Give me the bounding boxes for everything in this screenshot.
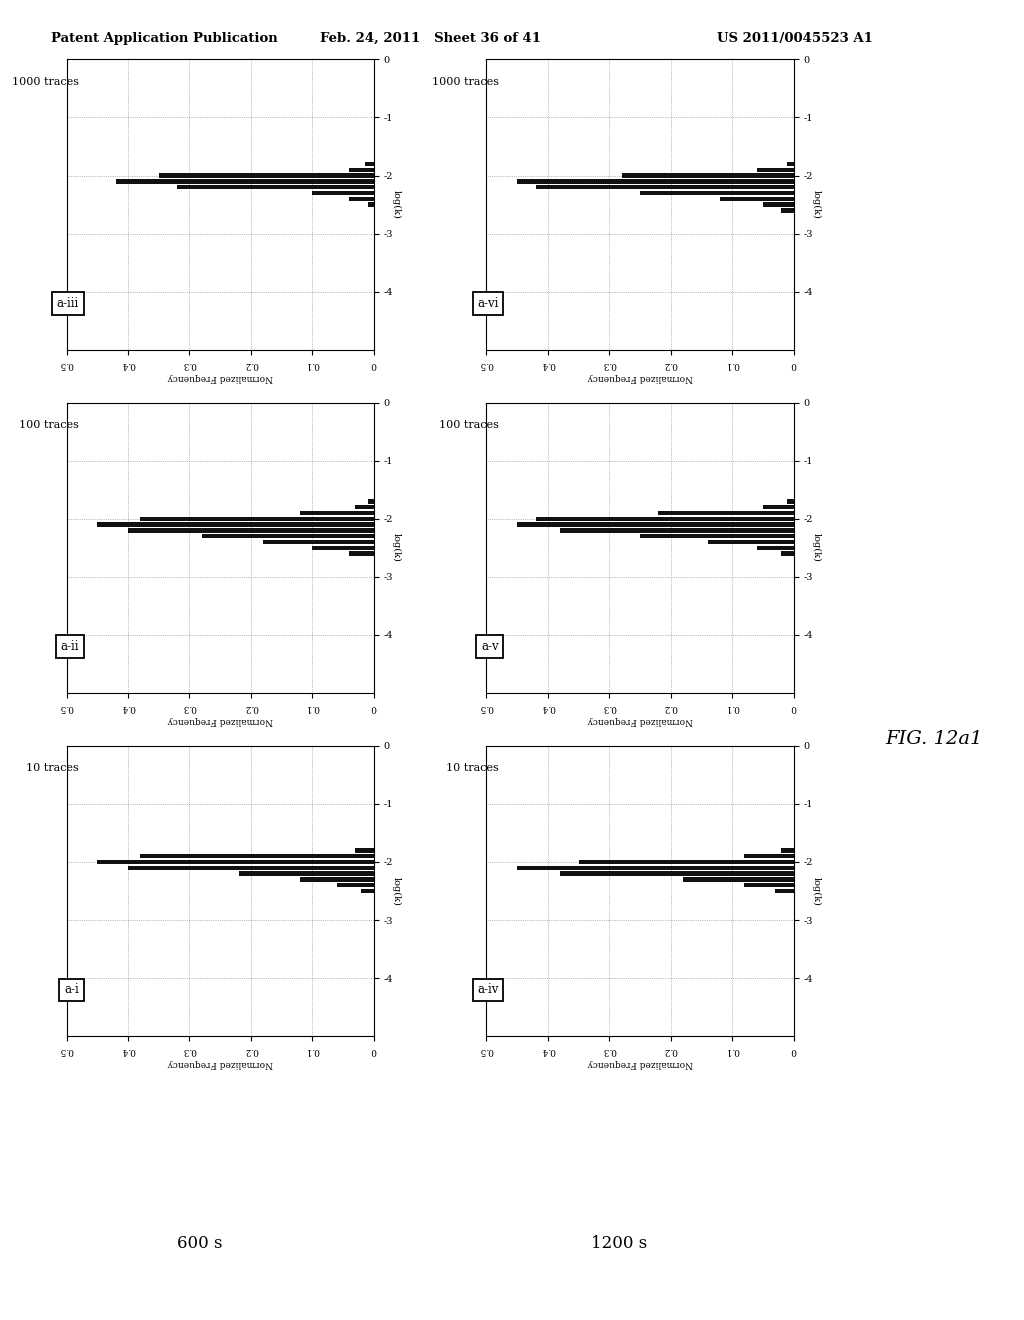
Bar <box>775 888 794 894</box>
Bar <box>781 209 794 213</box>
Bar <box>263 540 374 544</box>
Text: 1000 traces: 1000 traces <box>432 77 499 87</box>
Y-axis label: log(k): log(k) <box>392 190 401 219</box>
Bar <box>97 523 374 527</box>
Text: FIG. 12a1: FIG. 12a1 <box>886 730 983 748</box>
Bar <box>744 854 794 858</box>
Text: Patent Application Publication: Patent Application Publication <box>51 32 278 45</box>
Text: 600 s: 600 s <box>177 1236 222 1251</box>
Bar <box>300 511 374 515</box>
Bar <box>312 191 374 195</box>
Bar <box>622 173 794 178</box>
Bar <box>349 197 374 201</box>
Y-axis label: log(k): log(k) <box>812 190 821 219</box>
Bar <box>640 535 794 539</box>
Bar <box>640 191 794 195</box>
Text: a-v: a-v <box>481 640 499 653</box>
Bar <box>116 180 374 183</box>
Bar <box>560 871 794 875</box>
Bar <box>757 168 794 172</box>
Bar <box>361 888 374 894</box>
X-axis label: Normalized Frequency: Normalized Frequency <box>588 1059 692 1068</box>
Text: a-vi: a-vi <box>477 297 499 310</box>
Text: a-iii: a-iii <box>56 297 79 310</box>
Bar <box>355 506 374 510</box>
Bar <box>159 173 374 178</box>
Text: a-i: a-i <box>65 983 79 997</box>
Y-axis label: log(k): log(k) <box>392 876 401 906</box>
Text: 10 traces: 10 traces <box>445 763 499 774</box>
Bar <box>787 162 794 166</box>
Bar <box>312 545 374 550</box>
X-axis label: Normalized Frequency: Normalized Frequency <box>168 372 272 381</box>
Bar <box>140 516 374 521</box>
Bar <box>368 202 374 207</box>
Bar <box>757 545 794 550</box>
Bar <box>97 859 374 865</box>
Bar <box>744 883 794 887</box>
Text: 1000 traces: 1000 traces <box>12 77 79 87</box>
Y-axis label: log(k): log(k) <box>812 876 821 906</box>
Bar <box>517 523 794 527</box>
Bar <box>787 499 794 503</box>
Bar <box>239 871 374 875</box>
X-axis label: Normalized Frequency: Normalized Frequency <box>168 1059 272 1068</box>
Bar <box>355 849 374 853</box>
Bar <box>683 878 794 882</box>
Bar <box>517 866 794 870</box>
X-axis label: Normalized Frequency: Normalized Frequency <box>588 372 692 381</box>
Bar <box>579 859 794 865</box>
X-axis label: Normalized Frequency: Normalized Frequency <box>588 715 692 725</box>
Text: 1200 s: 1200 s <box>592 1236 647 1251</box>
Bar <box>763 506 794 510</box>
Bar <box>658 511 794 515</box>
Text: 100 traces: 100 traces <box>439 420 499 430</box>
Bar <box>720 197 794 201</box>
Bar <box>536 516 794 521</box>
Bar <box>128 866 374 870</box>
Bar <box>349 552 374 556</box>
Text: a-ii: a-ii <box>60 640 79 653</box>
Bar <box>781 849 794 853</box>
Bar <box>202 535 374 539</box>
Bar <box>368 499 374 503</box>
Bar <box>560 528 794 532</box>
Text: 100 traces: 100 traces <box>19 420 79 430</box>
Bar <box>708 540 794 544</box>
Y-axis label: log(k): log(k) <box>812 533 821 562</box>
Bar <box>763 202 794 207</box>
Text: 10 traces: 10 traces <box>26 763 79 774</box>
Bar <box>781 552 794 556</box>
Bar <box>337 883 374 887</box>
Text: Feb. 24, 2011   Sheet 36 of 41: Feb. 24, 2011 Sheet 36 of 41 <box>319 32 541 45</box>
Bar <box>349 168 374 172</box>
Bar <box>517 180 794 183</box>
Bar <box>140 854 374 858</box>
Bar <box>300 878 374 882</box>
Text: US 2011/0045523 A1: US 2011/0045523 A1 <box>717 32 872 45</box>
Y-axis label: log(k): log(k) <box>392 533 401 562</box>
X-axis label: Normalized Frequency: Normalized Frequency <box>168 715 272 725</box>
Bar <box>365 162 374 166</box>
Bar <box>128 528 374 532</box>
Bar <box>536 185 794 189</box>
Bar <box>177 185 374 189</box>
Text: a-iv: a-iv <box>477 983 499 997</box>
